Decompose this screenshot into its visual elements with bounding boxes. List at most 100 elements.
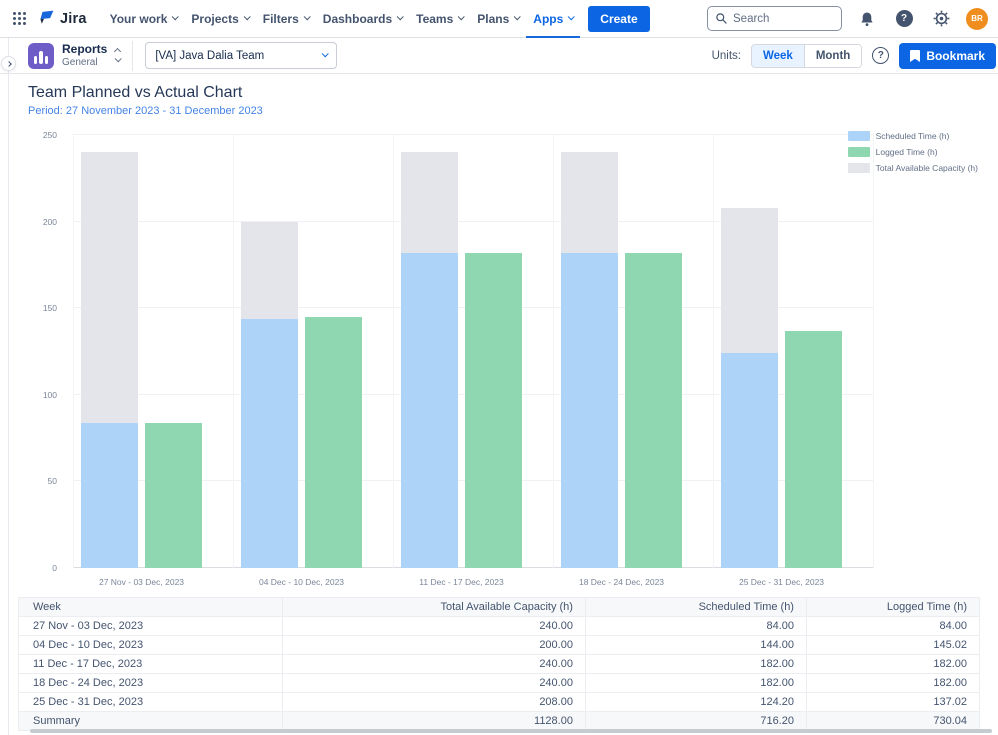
help-icon: ? (895, 10, 913, 27)
v-gridline-1 (233, 135, 234, 568)
chevron-down-icon (303, 13, 311, 21)
table-cell-0-2: 84.00 (584, 616, 807, 636)
toolbar-divider (132, 40, 134, 71)
y-tick-label-150: 150 (42, 303, 57, 314)
table-header-row: Week Total Available Capacity (h) Schedule… (17, 597, 981, 617)
bookmark-label: Bookmark (926, 48, 985, 63)
legend-swatch-1 (847, 147, 870, 157)
table-cell-4-0: 25 Dec - 31 Dec, 2023 (17, 692, 284, 712)
table-cell-2-0: 11 Dec - 17 Dec, 2023 (17, 654, 284, 674)
v-gridline-2 (393, 135, 394, 568)
table-cell-2-1: 240.00 (282, 654, 586, 674)
bar-scheduled-0 (81, 422, 138, 568)
bar-logged-2 (465, 252, 522, 568)
units-option-week[interactable]: Week (751, 44, 804, 67)
summary-cell-3: 730.04 (805, 711, 981, 731)
table-cell-4-3: 137.02 (805, 692, 981, 712)
bar-logged-1 (305, 316, 362, 568)
legend-label-0: Scheduled Time (h) (875, 131, 950, 141)
bar-scheduled-1 (241, 318, 298, 568)
gridline-250 (73, 134, 873, 135)
x-axis-label-4: 25 Dec - 31 Dec, 2023 (738, 577, 825, 587)
legend-label-1: Logged Time (h) (875, 147, 938, 157)
units-option-month[interactable]: Month (803, 44, 862, 67)
search-icon (716, 13, 727, 24)
table-cell-4-1: 208.00 (282, 692, 586, 712)
v-gridline-4 (713, 135, 714, 568)
report-toolbar: Reports General [VA] Java Dalia Team Uni… (0, 38, 998, 74)
y-tick-label-100: 100 (42, 389, 57, 400)
search-input[interactable] (733, 12, 823, 25)
nav-item-plans[interactable]: Plans (470, 0, 526, 38)
chevron-down-icon (396, 13, 404, 21)
chevron-down-icon (567, 13, 576, 21)
toolbar-right: Units: Week Month ? Bookmark (712, 42, 996, 69)
primary-nav: Your work Projects Filters Dashboards Teams P… (103, 0, 581, 38)
bar-logged-3 (625, 252, 682, 568)
table-cell-3-0: 18 Dec - 24 Dec, 2023 (17, 673, 284, 693)
top-navigation-bar: Jira Your work Projects Filters Dashboards T… (0, 0, 998, 38)
y-tick-label-250: 250 (42, 130, 57, 140)
table-row: 18 Dec - 24 Dec, 2023 240.00 182.00 182.00 (17, 673, 981, 693)
nav-item-teams[interactable]: Teams (409, 0, 470, 38)
x-axis: 27 Nov - 03 Dec, 2023 04 Dec - 10 Dec, 20… (73, 577, 873, 591)
bar-logged-4 (785, 330, 842, 568)
chart-help-icon[interactable]: ? (872, 47, 890, 64)
nav-item-projects[interactable]: Projects (184, 0, 255, 38)
summary-cell-2: 716.20 (584, 711, 807, 731)
nav-item-dashboards[interactable]: Dashboards (316, 0, 409, 38)
settings-button[interactable] (929, 7, 953, 31)
avatar[interactable]: BR (966, 7, 988, 30)
bookmark-icon (910, 49, 921, 62)
nav-item-apps[interactable]: Apps (526, 0, 580, 38)
nav-item-filters[interactable]: Filters (256, 0, 316, 38)
reports-switcher[interactable]: Reports General (62, 43, 107, 68)
table-cell-1-0: 04 Dec - 10 Dec, 2023 (17, 635, 284, 655)
search-box[interactable] (707, 6, 842, 31)
notifications-button[interactable] (855, 7, 879, 31)
page-period: Period: 27 November 2023 - 31 December 2… (28, 105, 263, 117)
table-summary-row: Summary 1128.00 716.20 730.04 (17, 711, 981, 731)
table-cell-0-3: 84.00 (805, 616, 981, 636)
gear-icon (933, 10, 949, 27)
table-row: 04 Dec - 10 Dec, 2023 200.00 144.00 145.02 (17, 635, 981, 655)
table-cell-3-2: 182.00 (584, 673, 807, 693)
y-tick-label-200: 200 (42, 216, 57, 227)
jira-logo[interactable]: Jira (36, 9, 87, 28)
x-axis-label-1: 04 Dec - 10 Dec, 2023 (258, 577, 345, 587)
report-switch-chevrons[interactable] (114, 47, 123, 63)
app-switcher-icon[interactable] (8, 8, 30, 30)
table-row: 27 Nov - 03 Dec, 2023 240.00 84.00 84.00 (17, 616, 981, 636)
create-button[interactable]: Create (588, 5, 650, 32)
grid-icon (12, 12, 26, 25)
weekly-report-table: Week Total Available Capacity (h) Schedule… (17, 597, 981, 731)
planned-vs-actual-chart: 0 50 100 150 200 250 27 Nov - 03 Dec, 2023 04 … (18, 125, 980, 593)
table-cell-3-1: 240.00 (282, 673, 586, 693)
table-cell-0-0: 27 Nov - 03 Dec, 2023 (17, 616, 284, 636)
help-button[interactable]: ? (892, 7, 916, 31)
table-cell-2-2: 182.00 (584, 654, 807, 674)
units-toggle: Week Month (750, 43, 863, 68)
table-cell-1-2: 144.00 (584, 635, 807, 655)
reports-subtitle: General (62, 56, 98, 68)
horizontal-scrollbar[interactable] (30, 729, 992, 733)
legend-item-2: Total Available Capacity (h) (847, 163, 978, 173)
table-cell-0-1: 240.00 (282, 616, 586, 636)
chevron-down-icon (115, 55, 123, 63)
nav-item-your-work[interactable]: Your work (103, 0, 185, 38)
x-axis-label-0: 27 Nov - 03 Dec, 2023 (98, 577, 185, 587)
jira-logo-icon (40, 10, 54, 24)
table-cell-3-3: 182.00 (805, 673, 981, 693)
y-axis: 0 50 100 150 200 250 (18, 130, 65, 573)
table-row: 11 Dec - 17 Dec, 2023 240.00 182.00 182.00 (17, 654, 981, 674)
bookmark-button[interactable]: Bookmark (899, 42, 996, 69)
plot-area (73, 134, 874, 568)
topnav-right: ? BR (707, 6, 988, 31)
v-gridline-5 (873, 135, 874, 568)
team-selector[interactable]: [VA] Java Dalia Team (145, 42, 338, 69)
y-tick-label-50: 50 (47, 476, 57, 487)
chart-legend: Scheduled Time (h) Logged Time (h) Total A… (847, 131, 978, 173)
chevron-down-icon (243, 13, 251, 21)
chevron-down-icon (513, 13, 522, 21)
sidebar-expand-button[interactable] (1, 56, 16, 71)
